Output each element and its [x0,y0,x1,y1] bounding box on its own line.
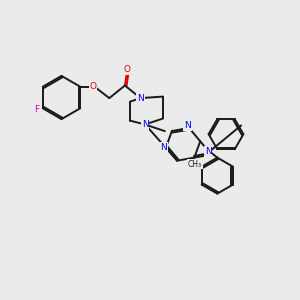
Text: F: F [34,105,39,114]
Text: N: N [142,120,148,129]
Text: O: O [123,65,130,74]
Text: N: N [137,94,144,103]
Text: CH₃: CH₃ [188,160,202,169]
Text: N: N [160,143,167,152]
Text: N: N [184,121,191,130]
Text: O: O [89,82,96,91]
Text: N: N [137,94,144,103]
Text: N: N [205,147,212,156]
